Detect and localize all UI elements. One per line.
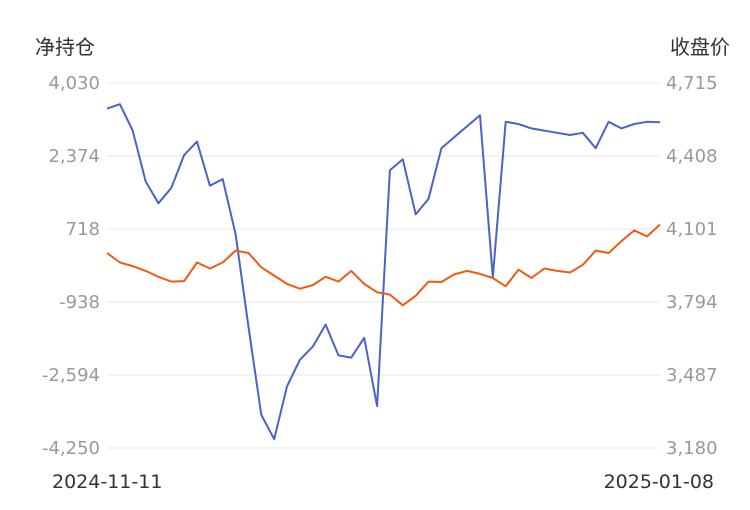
right-tick-label: 4,101 xyxy=(666,219,718,240)
close-price-line xyxy=(106,223,661,307)
right-tick-label: 4,715 xyxy=(666,73,718,94)
right-tick-label: 4,408 xyxy=(666,146,718,167)
right-tick-label: 3,180 xyxy=(666,438,718,459)
left-tick-label: 2,374 xyxy=(48,146,100,167)
x-start-label: 2024-11-11 xyxy=(52,471,162,493)
grid xyxy=(107,82,660,449)
left-axis-title: 净持仓 xyxy=(35,35,95,59)
left-tick-label: -938 xyxy=(59,292,100,313)
right-axis-ticks: 4,715 4,408 4,101 3,794 3,487 3,180 xyxy=(666,73,718,459)
right-tick-label: 3,794 xyxy=(666,292,718,313)
left-tick-label: -4,250 xyxy=(42,438,100,459)
series-lines xyxy=(106,103,661,441)
left-tick-label: 718 xyxy=(66,219,100,240)
net-position-line xyxy=(106,103,661,441)
left-tick-label: 4,030 xyxy=(48,73,100,94)
right-axis-title: 收盘价 xyxy=(670,35,730,59)
left-axis-ticks: 4,030 2,374 718 -938 -2,594 -4,250 xyxy=(42,73,100,459)
right-tick-label: 3,487 xyxy=(666,365,718,386)
left-tick-label: -2,594 xyxy=(42,365,100,386)
x-end-label: 2025-01-08 xyxy=(604,471,714,493)
